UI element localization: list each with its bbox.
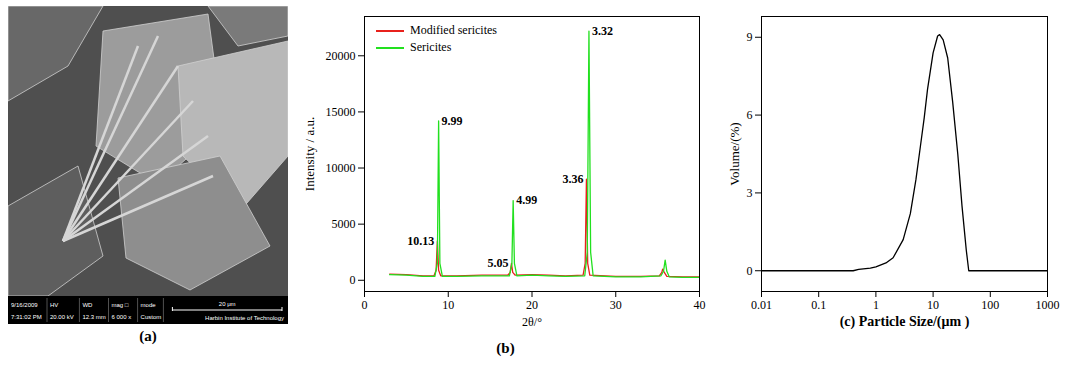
svg-text:40: 40 <box>694 298 706 312</box>
svg-text:Harbin Institute of Technology: Harbin Institute of Technology <box>205 315 284 321</box>
svg-text:0: 0 <box>747 264 753 278</box>
svg-text:20 μm: 20 μm <box>219 301 236 307</box>
svg-text:7:31:02 PM: 7:31:02 PM <box>11 314 42 320</box>
svg-text:(c) Particle Size/(μm ): (c) Particle Size/(μm ) <box>840 314 970 330</box>
svg-text:9: 9 <box>747 30 753 44</box>
svg-text:30: 30 <box>610 298 622 312</box>
svg-text:Intensity / a.u.: Intensity / a.u. <box>302 117 317 191</box>
svg-text:12.3 mm: 12.3 mm <box>82 314 105 320</box>
svg-text:WD: WD <box>82 302 93 308</box>
svg-text:mag □: mag □ <box>112 302 129 308</box>
svg-text:2θ/°: 2θ/° <box>522 315 542 329</box>
svg-text:1: 1 <box>873 298 879 312</box>
svg-text:9/16/2009: 9/16/2009 <box>11 302 38 308</box>
svg-text:10: 10 <box>442 298 454 312</box>
html-text:Sericites: Sericites <box>410 40 452 54</box>
html-text:(b): (b) <box>496 340 515 356</box>
svg-text:0: 0 <box>350 273 356 287</box>
svg-text:3.32: 3.32 <box>592 24 613 38</box>
svg-text:0: 0 <box>362 298 368 312</box>
svg-text:mode: mode <box>141 302 157 308</box>
svg-text:15000: 15000 <box>326 105 356 119</box>
svg-text:3: 3 <box>747 186 753 200</box>
svg-text:20: 20 <box>526 298 538 312</box>
svg-text:10: 10 <box>927 298 939 312</box>
html-text:(a): (a) <box>139 328 157 344</box>
svg-text:6: 6 <box>747 108 753 122</box>
svg-text:6 000 x: 6 000 x <box>112 314 132 320</box>
svg-text:20.00 kV: 20.00 kV <box>50 314 74 320</box>
svg-text:1000: 1000 <box>1036 298 1060 312</box>
svg-text:10000: 10000 <box>326 161 356 175</box>
svg-text:5.05: 5.05 <box>487 256 508 270</box>
svg-text:20000: 20000 <box>326 49 356 63</box>
html-text:Modified sericites: Modified sericites <box>410 23 497 37</box>
svg-text:4.99: 4.99 <box>516 193 537 207</box>
svg-text:9.99: 9.99 <box>442 114 463 128</box>
svg-text:5000: 5000 <box>332 217 356 231</box>
svg-text:10.13: 10.13 <box>407 234 434 248</box>
svg-text:100: 100 <box>981 298 999 312</box>
svg-text:Volume/(%): Volume/(%) <box>727 122 742 185</box>
svg-text:3.36: 3.36 <box>562 172 583 186</box>
svg-text:0.01: 0.01 <box>751 298 772 312</box>
svg-text:HV: HV <box>50 302 58 308</box>
svg-text:Custom: Custom <box>141 314 162 320</box>
svg-text:0.1: 0.1 <box>811 298 826 312</box>
